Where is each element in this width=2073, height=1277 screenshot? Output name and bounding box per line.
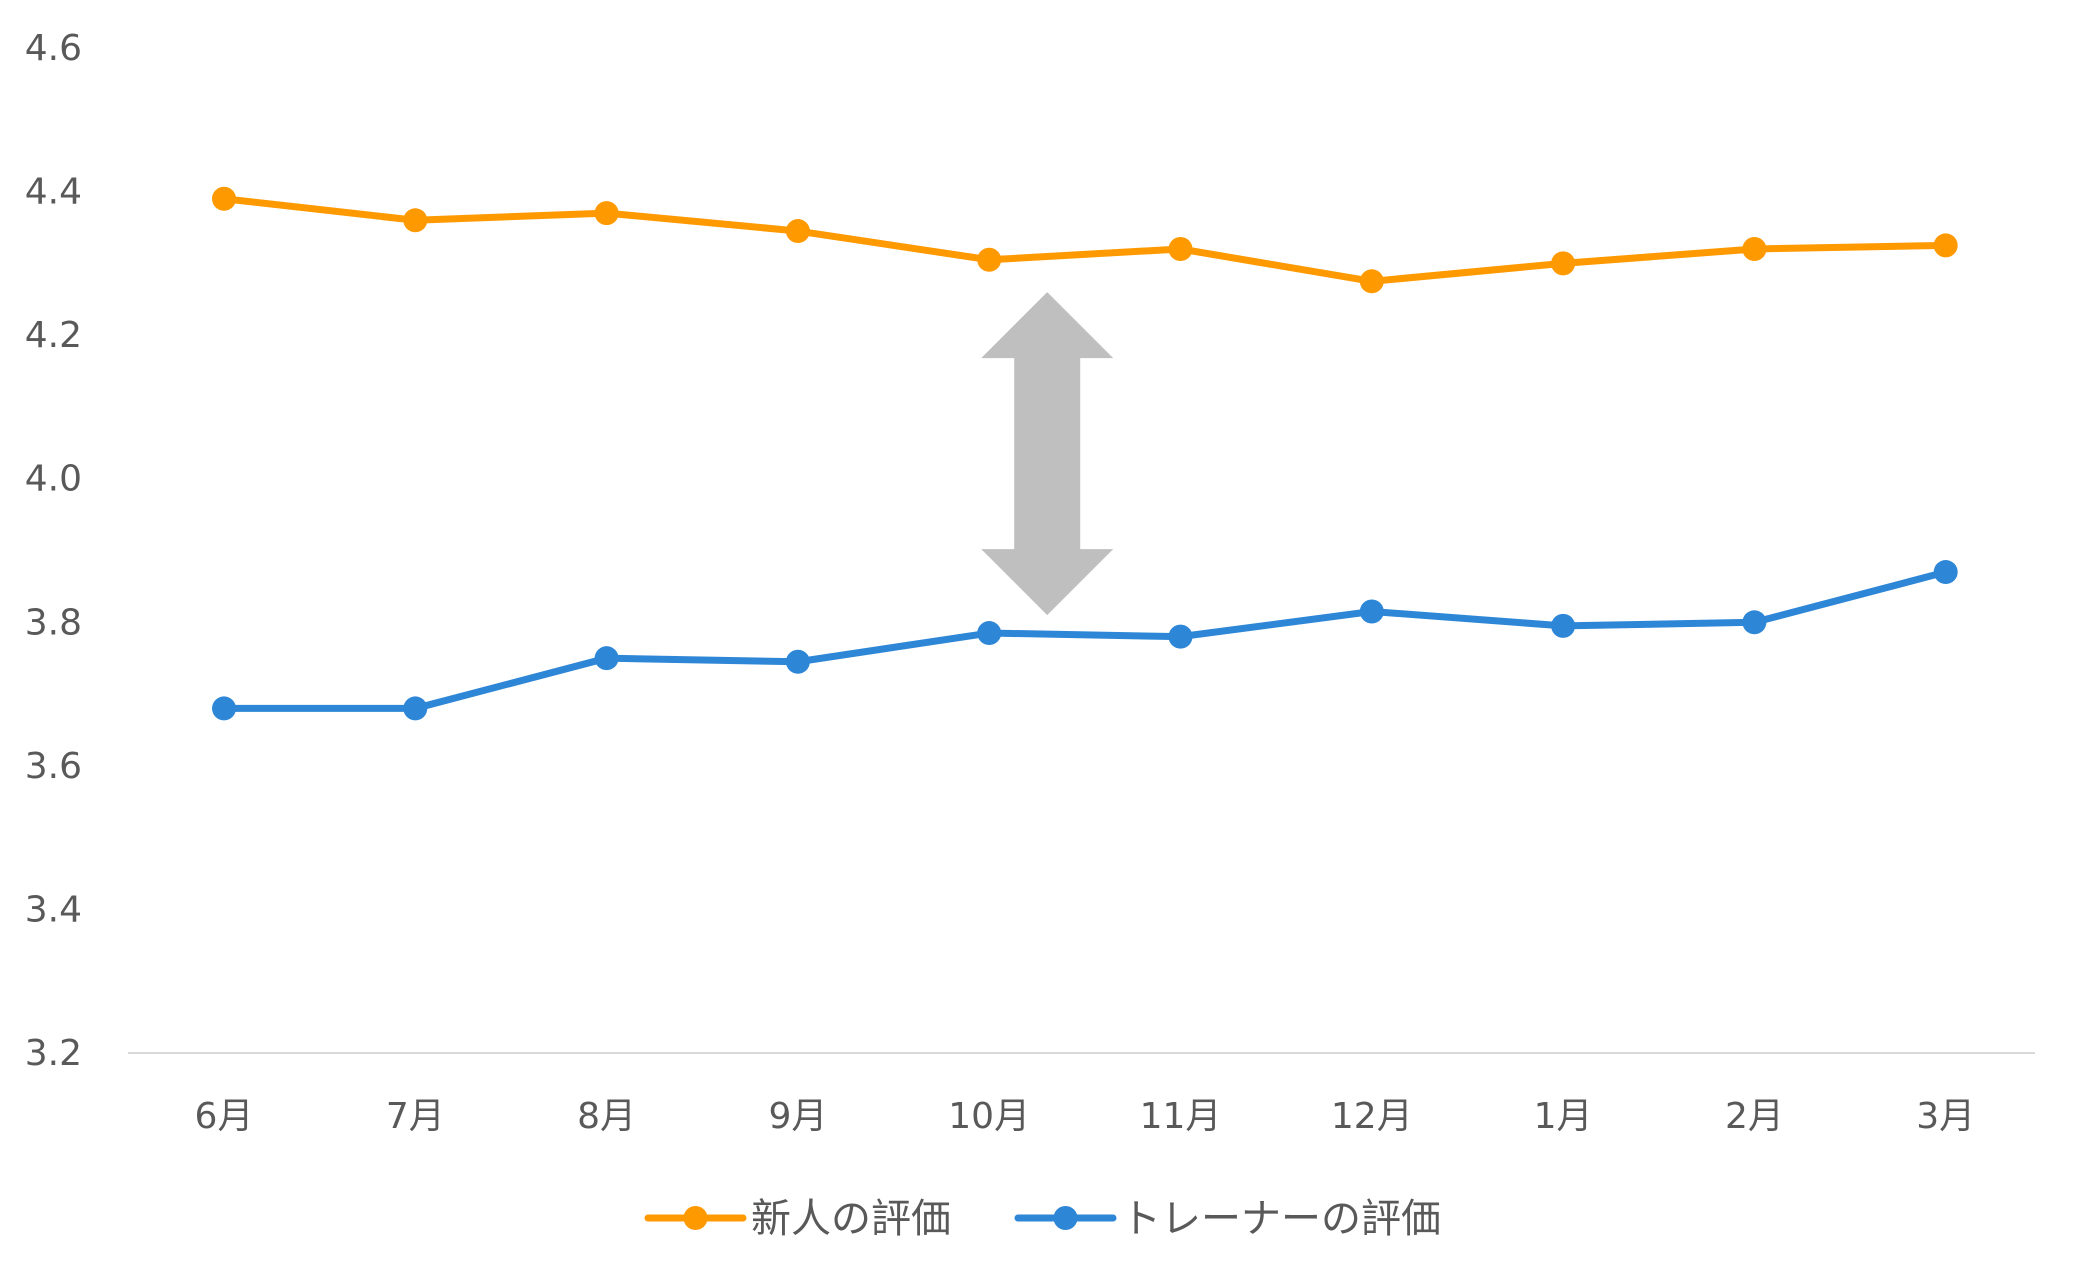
x-tick-label: 10月 (948, 1096, 1030, 1137)
legend-label: 新人の評価 (751, 1196, 951, 1242)
legend-item: 新人の評価 (644, 1196, 951, 1242)
x-tick-label: 6月 (195, 1096, 254, 1137)
data-point (212, 696, 236, 721)
x-tick-label: 1月 (1534, 1096, 1593, 1137)
y-tick-label: 4.0 (25, 459, 82, 500)
x-tick-label: 2月 (1725, 1096, 1784, 1137)
legend-item: トレーナーの評価 (1014, 1196, 1441, 1242)
data-point (1742, 237, 1767, 261)
data-point (1933, 560, 1958, 585)
data-point (977, 621, 1002, 646)
data-point (594, 201, 619, 226)
series-line (220, 195, 1950, 285)
data-point (1551, 251, 1576, 276)
y-tick-label: 4.6 (25, 28, 82, 69)
data-point (1168, 624, 1193, 649)
data-point (1551, 613, 1576, 638)
legend-marker-swatch (683, 1206, 708, 1230)
x-tick-label: 9月 (768, 1096, 827, 1137)
data-point (403, 208, 428, 233)
x-tick-label: 3月 (1916, 1096, 1975, 1137)
y-tick-label: 3.6 (25, 746, 82, 787)
data-point (785, 649, 810, 674)
data-point (977, 247, 1002, 272)
legend-marker-swatch (1053, 1206, 1078, 1230)
data-point (403, 696, 428, 721)
series-layer (212, 186, 1958, 721)
y-tick-label: 4.4 (25, 172, 82, 213)
y-tick-label: 4.2 (25, 315, 82, 356)
x-tick-label: 11月 (1140, 1096, 1222, 1137)
legend-label: トレーナーの評価 (1121, 1196, 1441, 1242)
series-line (220, 568, 1950, 712)
x-tick-label: 8月 (577, 1096, 636, 1137)
annotation-layer (981, 292, 1114, 616)
axis-layer: 3.2 3.4 3.6 3.8 4.0 4.2 4.4 4.6 6月 7月 8月 9月 10月 11月 12… (25, 28, 2035, 1137)
gap-double-arrow (981, 292, 1114, 616)
data-point (785, 219, 810, 244)
series-0 (212, 186, 1958, 294)
data-point (1359, 269, 1384, 294)
y-tick-label: 3.8 (25, 602, 82, 643)
series-1 (212, 560, 1958, 721)
data-point (1742, 610, 1767, 635)
y-tick-label: 3.2 (25, 1033, 82, 1074)
data-point (1168, 237, 1193, 261)
legend: 新人の評価 トレーナーの評価 (644, 1196, 1441, 1242)
data-point (1359, 599, 1384, 624)
data-point (212, 186, 236, 211)
y-tick-label: 3.4 (25, 889, 82, 930)
data-point (1933, 233, 1958, 258)
x-tick-label: 7月 (386, 1096, 445, 1137)
x-tick-label: 12月 (1331, 1096, 1413, 1137)
data-point (594, 646, 619, 671)
